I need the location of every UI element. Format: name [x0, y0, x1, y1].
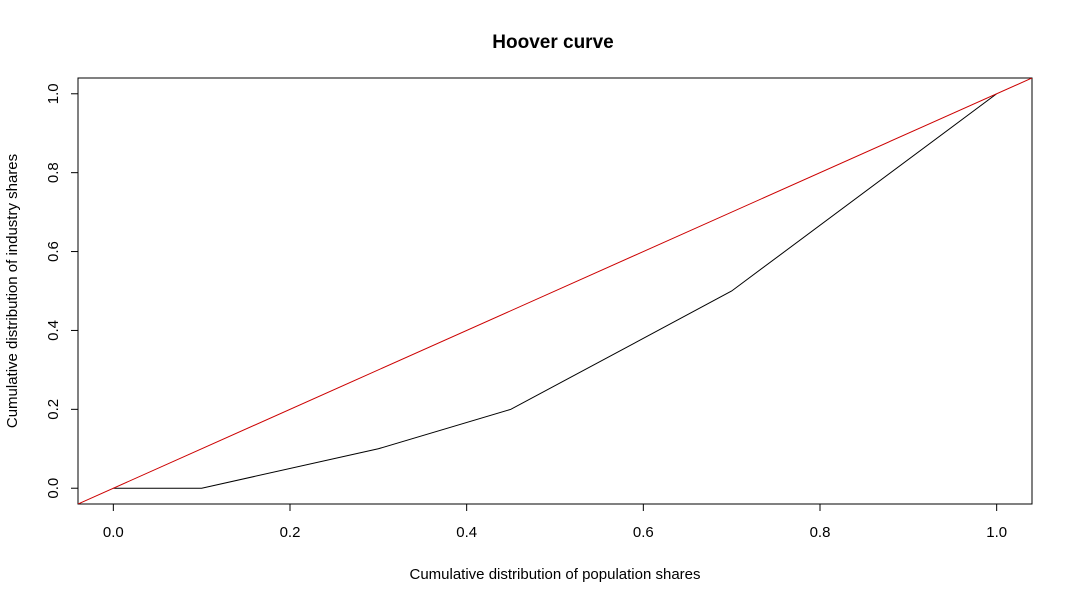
y-axis-label: Cumulative distribution of industry shar…: [4, 154, 21, 428]
chart-title: Hoover curve: [492, 32, 613, 53]
y-axis: 0.0 0.2 0.4 0.6 0.8 1.0: [45, 83, 79, 499]
x-tick-label: 0.8: [810, 524, 831, 541]
x-tick-label: 0.4: [456, 524, 477, 541]
y-tick-label: 0.6: [45, 241, 62, 262]
x-tick-label: 0.2: [280, 524, 301, 541]
x-tick-label: 0.0: [103, 524, 124, 541]
x-tick-label: 0.6: [633, 524, 654, 541]
x-tick-label: 1.0: [986, 524, 1007, 541]
y-tick-label: 0.2: [45, 399, 62, 420]
y-tick-label: 0.8: [45, 162, 62, 183]
hoover-curve-line: [113, 93, 997, 489]
y-tick-label: 1.0: [45, 83, 62, 104]
y-tick-label: 0.4: [45, 320, 62, 341]
equality-line: [78, 78, 1032, 504]
x-axis-label: Cumulative distribution of population sh…: [410, 566, 701, 583]
y-tick-label: 0.0: [45, 478, 62, 499]
series-layer: [78, 78, 1032, 504]
x-axis: 0.0 0.2 0.4 0.6 0.8 1.0: [103, 503, 1007, 541]
